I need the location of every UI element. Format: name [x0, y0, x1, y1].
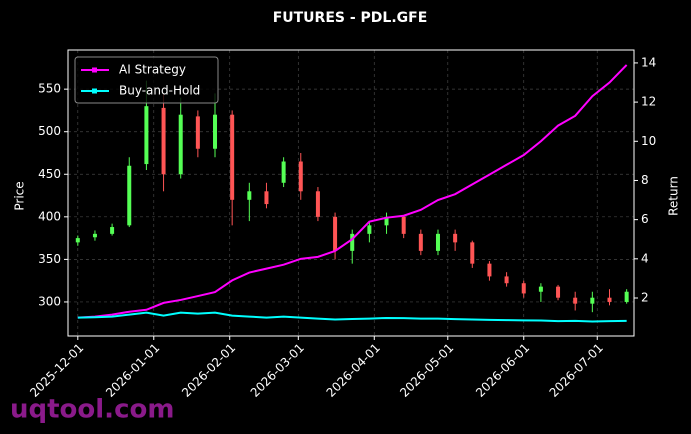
candle-body: [195, 116, 200, 149]
candle-body: [521, 283, 526, 294]
y2-tick-label: 2: [641, 290, 649, 304]
candle-body: [453, 233, 458, 243]
candle-body: [315, 191, 320, 217]
candle-body: [384, 216, 389, 226]
plot-frame: [67, 49, 635, 337]
y-tick-label: 350: [38, 252, 61, 266]
y-tick-label: 450: [38, 167, 61, 181]
y2-axis-label: Return: [667, 176, 681, 216]
candle-body: [401, 216, 406, 234]
candle-body: [470, 242, 475, 264]
candle-body: [624, 291, 629, 302]
candle-body: [127, 165, 132, 226]
y2-tick-label: 10: [641, 134, 656, 148]
candle-body: [556, 286, 561, 298]
legend-label: AI Strategy: [119, 63, 186, 77]
legend-marker: [92, 67, 97, 73]
candle-body: [178, 114, 183, 175]
candle-body: [333, 216, 338, 251]
candle-body: [350, 233, 355, 251]
candle-body: [264, 191, 269, 205]
candle-body: [281, 161, 286, 183]
plot-area: [68, 50, 634, 336]
watermark: uqtool.com: [10, 395, 174, 425]
return-line: [77, 311, 627, 323]
y-tick-label: 400: [38, 209, 61, 223]
candle-body: [367, 225, 372, 234]
candle-body: [487, 263, 492, 277]
y2-tick-label: 4: [641, 251, 649, 265]
legend-box: [74, 56, 219, 104]
chart-title: FUTURES - PDL.GFE: [273, 10, 428, 26]
candle-body: [161, 107, 166, 175]
candle-body: [590, 297, 595, 304]
legend-label: Buy-and-Hold: [119, 84, 200, 98]
y2-tick-label: 14: [641, 55, 656, 69]
candle-body: [213, 114, 218, 149]
candle-body: [144, 106, 149, 165]
candle-body: [573, 297, 578, 304]
candle-body: [75, 238, 80, 243]
y2-tick-label: 8: [641, 173, 649, 187]
return-line: [77, 64, 628, 319]
y-tick-label: 300: [38, 294, 61, 308]
y-tick-label: 550: [38, 82, 61, 96]
legend-marker: [92, 88, 97, 94]
candle-body: [418, 233, 423, 251]
candle-body: [230, 114, 235, 200]
candle-body: [298, 161, 303, 192]
candle-body: [435, 233, 440, 251]
candle-body: [92, 233, 97, 238]
candle-body: [504, 276, 509, 284]
y-axis-label: Price: [13, 181, 27, 210]
candle-body: [110, 227, 115, 234]
candle-body: [247, 191, 252, 200]
y2-tick-label: 6: [641, 212, 649, 226]
y-tick-label: 500: [38, 124, 61, 138]
candle-body: [538, 286, 543, 292]
y2-tick-label: 12: [641, 95, 656, 109]
candle-body: [607, 297, 612, 302]
